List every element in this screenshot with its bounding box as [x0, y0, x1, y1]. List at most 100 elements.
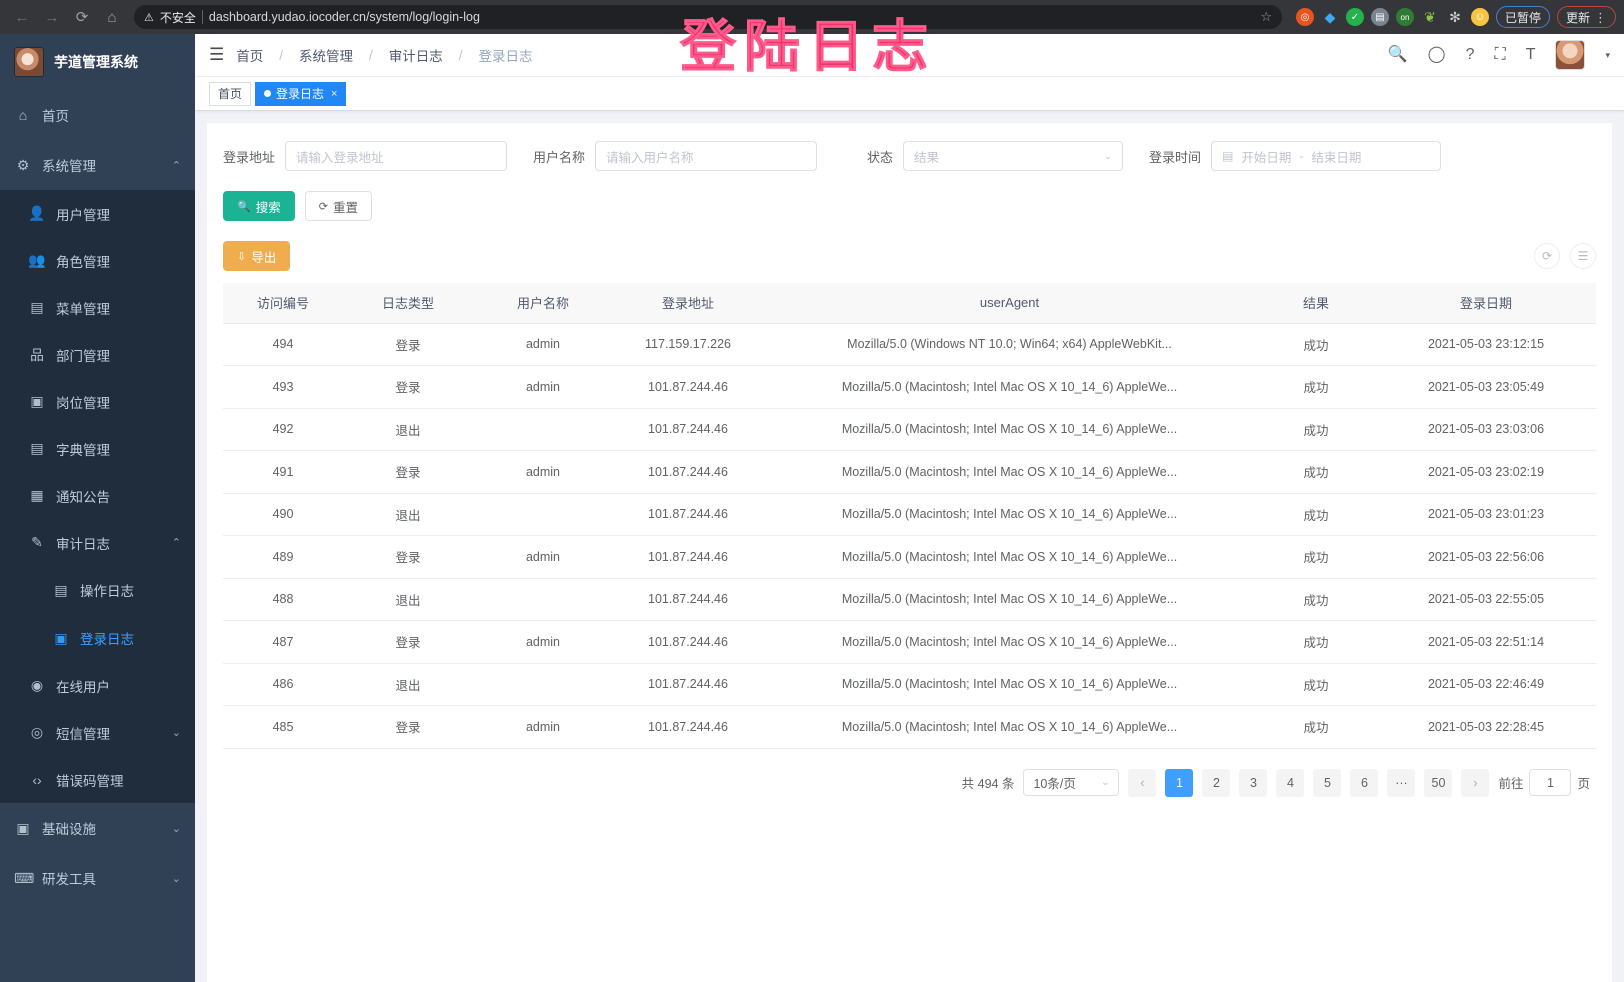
breadcrumb-separator: /	[369, 47, 373, 63]
column-header-type[interactable]: 日志类型	[343, 283, 473, 324]
profile-avatar-icon[interactable]: ☺	[1470, 8, 1489, 26]
chevron-down-icon[interactable]: ▾	[1605, 49, 1610, 60]
sidebar-item-user-mgmt[interactable]: 👤 用户管理	[0, 190, 195, 237]
help-icon[interactable]: ?	[1465, 46, 1475, 63]
status-select[interactable]: 结果 ⌄	[903, 141, 1124, 171]
cell-type: 退出	[343, 578, 473, 621]
update-menu-icon[interactable]: ⋮	[1594, 9, 1607, 25]
fullscreen-icon[interactable]: ⛶	[1494, 46, 1506, 63]
reload-icon[interactable]: ⟳	[75, 9, 89, 26]
omnibox-divider	[201, 10, 203, 24]
breadcrumb-item-system[interactable]: 系统管理	[299, 49, 354, 64]
page-button-50[interactable]: 50	[1424, 768, 1453, 797]
search-icon[interactable]: 🔍	[1387, 46, 1408, 63]
sidebar-item-notice[interactable]: ▦ 通知公告	[0, 472, 195, 519]
column-header-ip[interactable]: 登录地址	[613, 283, 763, 324]
sidebar-item-dict-mgmt[interactable]: ▤ 字典管理	[0, 425, 195, 472]
sidebar-item-label: 错误码管理	[56, 773, 124, 789]
page-button-2[interactable]: 2	[1202, 768, 1231, 797]
update-button[interactable]: 更新 ⋮	[1556, 6, 1616, 28]
column-header-no[interactable]: 访问编号	[223, 283, 343, 324]
table-row[interactable]: 486 退出 101.87.244.46 Mozilla/5.0 (Macint…	[223, 663, 1596, 706]
column-settings-icon[interactable]: ☰	[1570, 243, 1596, 269]
date-range-dash: -	[1299, 149, 1304, 163]
sidebar-item-role-mgmt[interactable]: 👥 角色管理	[0, 237, 195, 284]
tab-home[interactable]: 首页	[209, 81, 252, 106]
font-size-icon[interactable]: T	[1525, 46, 1536, 63]
breadcrumb-item-audit[interactable]: 审计日志	[388, 49, 443, 64]
megaphone-icon: ▦	[30, 487, 44, 503]
page-size-select[interactable]: 10条/页 ⌄	[1023, 769, 1120, 796]
table-row[interactable]: 489 登录 admin 101.87.244.46 Mozilla/5.0 (…	[223, 535, 1596, 579]
sidebar-item-post-mgmt[interactable]: ▣ 岗位管理	[0, 378, 195, 425]
table-row[interactable]: 491 登录 admin 101.87.244.46 Mozilla/5.0 (…	[223, 450, 1596, 494]
table-row[interactable]: 487 登录 admin 101.87.244.46 Mozilla/5.0 (…	[223, 620, 1596, 664]
page-ellipsis[interactable]: ···	[1387, 768, 1416, 797]
refresh-icon[interactable]: ⟳	[1534, 243, 1560, 269]
page-button-5[interactable]: 5	[1313, 768, 1342, 797]
sidebar-item-login-log[interactable]: ▣ 登录日志	[0, 614, 195, 662]
table-row[interactable]: 492 退出 101.87.244.46 Mozilla/5.0 (Macint…	[223, 408, 1596, 451]
reset-button[interactable]: ⟳ 重置	[304, 191, 372, 221]
extension-icon-diamond[interactable]: ◆	[1324, 8, 1336, 25]
table-row[interactable]: 488 退出 101.87.244.46 Mozilla/5.0 (Macint…	[223, 578, 1596, 621]
filter-user-name: 用户名称 请输入用户名称	[533, 141, 818, 171]
table-row[interactable]: 494 登录 admin 117.159.17.226 Mozilla/5.0 …	[223, 323, 1596, 366]
reset-button-label: 重置	[332, 200, 358, 215]
extension-icon-green[interactable]: ✓	[1345, 8, 1364, 26]
sidebar-item-audit-log[interactable]: ✎ 审计日志 ⌃	[0, 519, 195, 566]
extension-icon-blue-badge[interactable]: ▤	[1370, 8, 1389, 26]
user-name-input[interactable]: 请输入用户名称	[595, 141, 818, 171]
column-header-ua[interactable]: userAgent	[763, 283, 1256, 324]
column-header-user[interactable]: 用户名称	[473, 283, 613, 324]
sidebar-item-menu-mgmt[interactable]: ▤ 菜单管理	[0, 284, 195, 331]
breadcrumb-separator: /	[458, 47, 463, 63]
bookmark-star-icon[interactable]: ☆	[1260, 9, 1272, 24]
breadcrumb-item-home[interactable]: 首页	[236, 49, 264, 64]
github-icon[interactable]: ◯	[1427, 46, 1446, 63]
jump-page-input[interactable]: 1	[1529, 769, 1572, 796]
address-bar[interactable]: ⚠ 不安全 dashboard.yudao.iocoder.cn/system/…	[134, 5, 1282, 29]
page-button-3[interactable]: 3	[1239, 768, 1268, 797]
page-button-4[interactable]: 4	[1276, 768, 1305, 797]
back-icon[interactable]: ←	[14, 8, 30, 26]
sidebar-item-system[interactable]: ⚙ 系统管理 ⌃	[0, 140, 195, 190]
home-icon[interactable]: ⌂	[107, 8, 117, 26]
page-button-1[interactable]: 1	[1165, 768, 1194, 797]
next-page-button[interactable]: ›	[1461, 768, 1490, 797]
column-header-result[interactable]: 结果	[1256, 283, 1376, 324]
cell-ua: Mozilla/5.0 (Macintosh; Intel Mac OS X 1…	[763, 578, 1256, 621]
hamburger-icon[interactable]: ☰	[209, 45, 225, 64]
sidebar-item-infrastructure[interactable]: ▣ 基础设施 ⌄	[0, 803, 195, 853]
sidebar-item-dev-tools[interactable]: ⌨ 研发工具 ⌄	[0, 853, 195, 903]
table-row[interactable]: 490 退出 101.87.244.46 Mozilla/5.0 (Macint…	[223, 493, 1596, 536]
sidebar-logo[interactable]: 芋道管理系统	[0, 34, 195, 90]
extension-icon-orange[interactable]: ◎	[1295, 8, 1314, 26]
avatar[interactable]	[1555, 40, 1586, 70]
sidebar-item-online-users[interactable]: ◉ 在线用户	[0, 662, 195, 709]
table-row[interactable]: 485 登录 admin 101.87.244.46 Mozilla/5.0 (…	[223, 705, 1596, 749]
sidebar-item-sms-mgmt[interactable]: ◎ 短信管理 ⌄	[0, 709, 195, 756]
sidebar-item-error-code[interactable]: ‹› 错误码管理	[0, 756, 195, 803]
tab-login-log[interactable]: 登录日志 ×	[255, 81, 347, 106]
extension-icon-leaf[interactable]: ❦	[1424, 8, 1436, 25]
page-button-6[interactable]: 6	[1350, 768, 1379, 797]
table-toolbar: ⇩ 导出 ⟳ ☰	[223, 241, 1596, 271]
export-button[interactable]: ⇩ 导出	[223, 241, 291, 271]
forward-icon[interactable]: →	[44, 8, 60, 26]
column-header-date[interactable]: 登录日期	[1376, 283, 1596, 324]
extension-puzzle-icon[interactable]: ✻	[1449, 8, 1461, 25]
table-row[interactable]: 493 登录 admin 101.87.244.46 Mozilla/5.0 (…	[223, 365, 1596, 409]
prev-page-button[interactable]: ‹	[1128, 768, 1157, 797]
sidebar-item-home[interactable]: ⌂ 首页	[0, 90, 195, 140]
sidebar-item-operation-log[interactable]: ▤ 操作日志	[0, 566, 195, 614]
login-addr-input[interactable]: 请输入登录地址	[285, 141, 508, 171]
users-icon: 👥	[28, 252, 46, 268]
search-button[interactable]: 🔍 搜索	[223, 191, 295, 221]
chevron-up-icon: ⌃	[171, 537, 181, 549]
sidebar-item-dept-mgmt[interactable]: 品 部门管理	[0, 331, 195, 378]
close-icon[interactable]: ×	[331, 87, 338, 100]
extension-icon-translate[interactable]: on	[1395, 8, 1414, 26]
paused-badge[interactable]: 已暂停	[1495, 6, 1550, 28]
login-time-range-picker[interactable]: ▤ 开始日期 - 结束日期	[1211, 141, 1442, 171]
